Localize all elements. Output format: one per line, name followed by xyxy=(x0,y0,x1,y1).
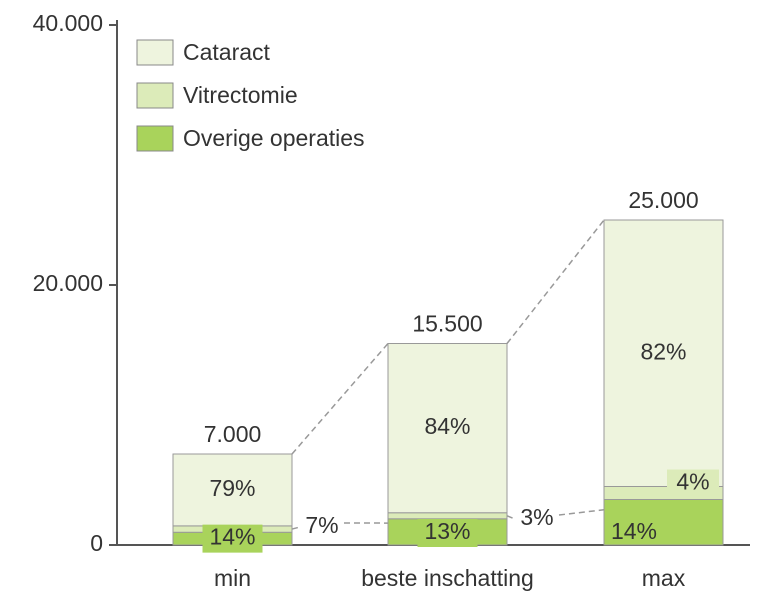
value-label: 82% xyxy=(640,338,686,364)
connector xyxy=(291,343,389,455)
leader-line xyxy=(558,509,605,516)
x-tick-label: min xyxy=(214,565,251,591)
legend-label: Cataract xyxy=(183,39,271,65)
total-label: 15.500 xyxy=(412,311,482,337)
value-label: 3% xyxy=(520,504,553,530)
value-label: 79% xyxy=(209,475,255,501)
legend-label: Overige operaties xyxy=(183,125,365,151)
value-label: 14% xyxy=(611,518,657,544)
x-tick-label: beste inschatting xyxy=(361,565,534,591)
bar-segment xyxy=(603,499,724,546)
label-bg xyxy=(202,524,263,553)
label-bg xyxy=(667,469,719,498)
connector xyxy=(506,219,605,344)
leader-line xyxy=(291,526,301,530)
legend-swatch xyxy=(136,39,174,66)
label-bg xyxy=(417,519,478,547)
x-tick-label: max xyxy=(642,565,686,591)
y-tick-label: 40.000 xyxy=(33,10,103,36)
legend-swatch xyxy=(136,82,174,109)
value-label: 14% xyxy=(209,524,255,550)
legend-swatch xyxy=(136,125,174,152)
bar-segment xyxy=(603,219,724,487)
leader-line xyxy=(506,515,516,520)
bar-segment xyxy=(387,343,508,514)
total-label: 7.000 xyxy=(204,421,262,447)
value-label: 13% xyxy=(424,518,470,544)
value-label: 4% xyxy=(676,469,709,495)
y-tick-label: 20.000 xyxy=(33,270,103,296)
total-label: 25.000 xyxy=(628,187,698,213)
y-tick-label: 0 xyxy=(90,530,103,556)
value-label: 84% xyxy=(424,413,470,439)
value-label: 7% xyxy=(305,512,338,538)
legend-label: Vitrectomie xyxy=(183,82,298,108)
